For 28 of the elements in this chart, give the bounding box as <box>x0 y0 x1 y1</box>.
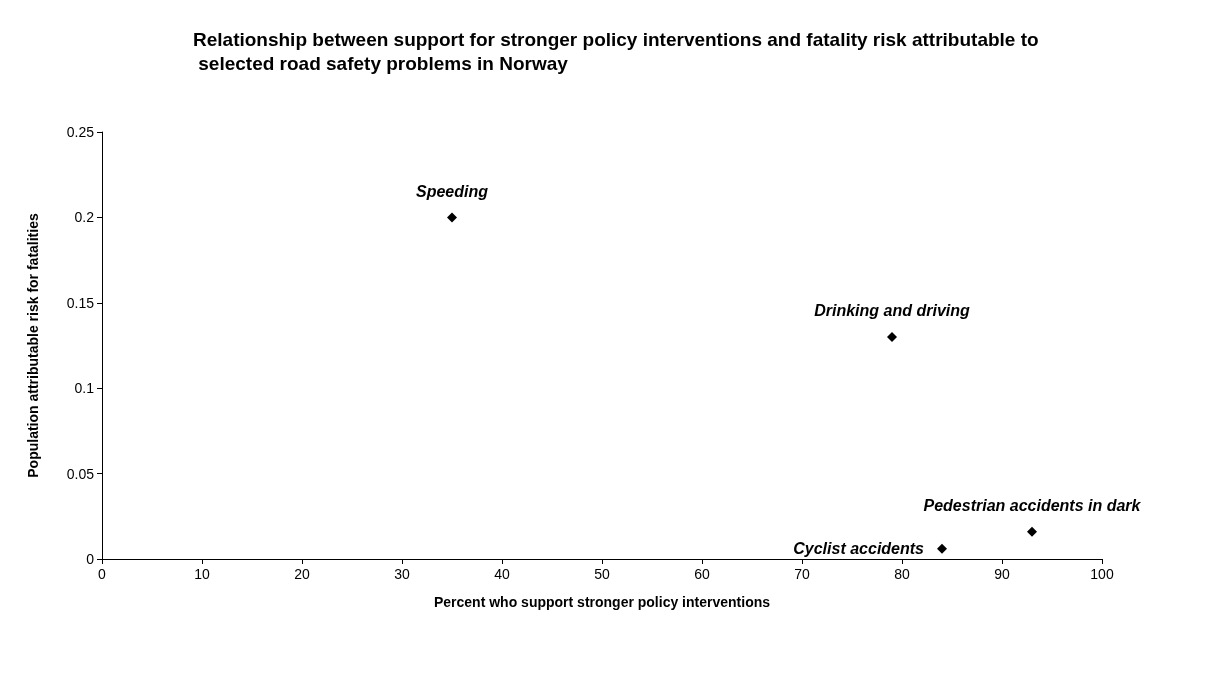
x-tick-label: 40 <box>494 566 510 582</box>
point <box>1027 526 1037 537</box>
chart-title: Relationship between support for stronger policy interventions and fatality risk attributable to selected road safety problems in Norway <box>193 28 1039 74</box>
y-tick-label: 0 <box>86 551 95 567</box>
x-tick-label: 0 <box>98 566 107 582</box>
y-tick-label: 0.15 <box>66 294 95 311</box>
x-tick-label: 20 <box>294 566 310 582</box>
point <box>447 212 457 223</box>
point <box>887 331 897 342</box>
x-tick-label: 90 <box>994 566 1010 582</box>
x-axis-title: Percent who support stronger policy interventions <box>433 594 771 610</box>
x-tick-label: 50 <box>594 566 610 582</box>
point <box>937 543 947 554</box>
y-tick-label: 0.2 <box>74 209 95 226</box>
annotation: Speeding <box>415 182 489 200</box>
x-tick-label: 30 <box>394 566 410 582</box>
x-tick-label: 70 <box>794 566 810 582</box>
y-axis-title: Population attributable risk for fatalities <box>25 213 41 478</box>
x-tick-label: 10 <box>194 566 210 582</box>
annotation: Drinking and driving <box>814 302 971 320</box>
y-tick-label: 0.05 <box>66 465 95 482</box>
x-tick-label: 100 <box>1090 566 1114 582</box>
annotation: Cyclist accidents <box>793 540 925 558</box>
y-tick-label: 0.1 <box>74 380 95 397</box>
x-tick-label: 80 <box>894 566 910 582</box>
x-tick-label: 60 <box>694 566 710 582</box>
annotation: Pedestrian accidents in dark <box>923 497 1142 515</box>
y-tick-label: 0.25 <box>66 124 95 140</box>
